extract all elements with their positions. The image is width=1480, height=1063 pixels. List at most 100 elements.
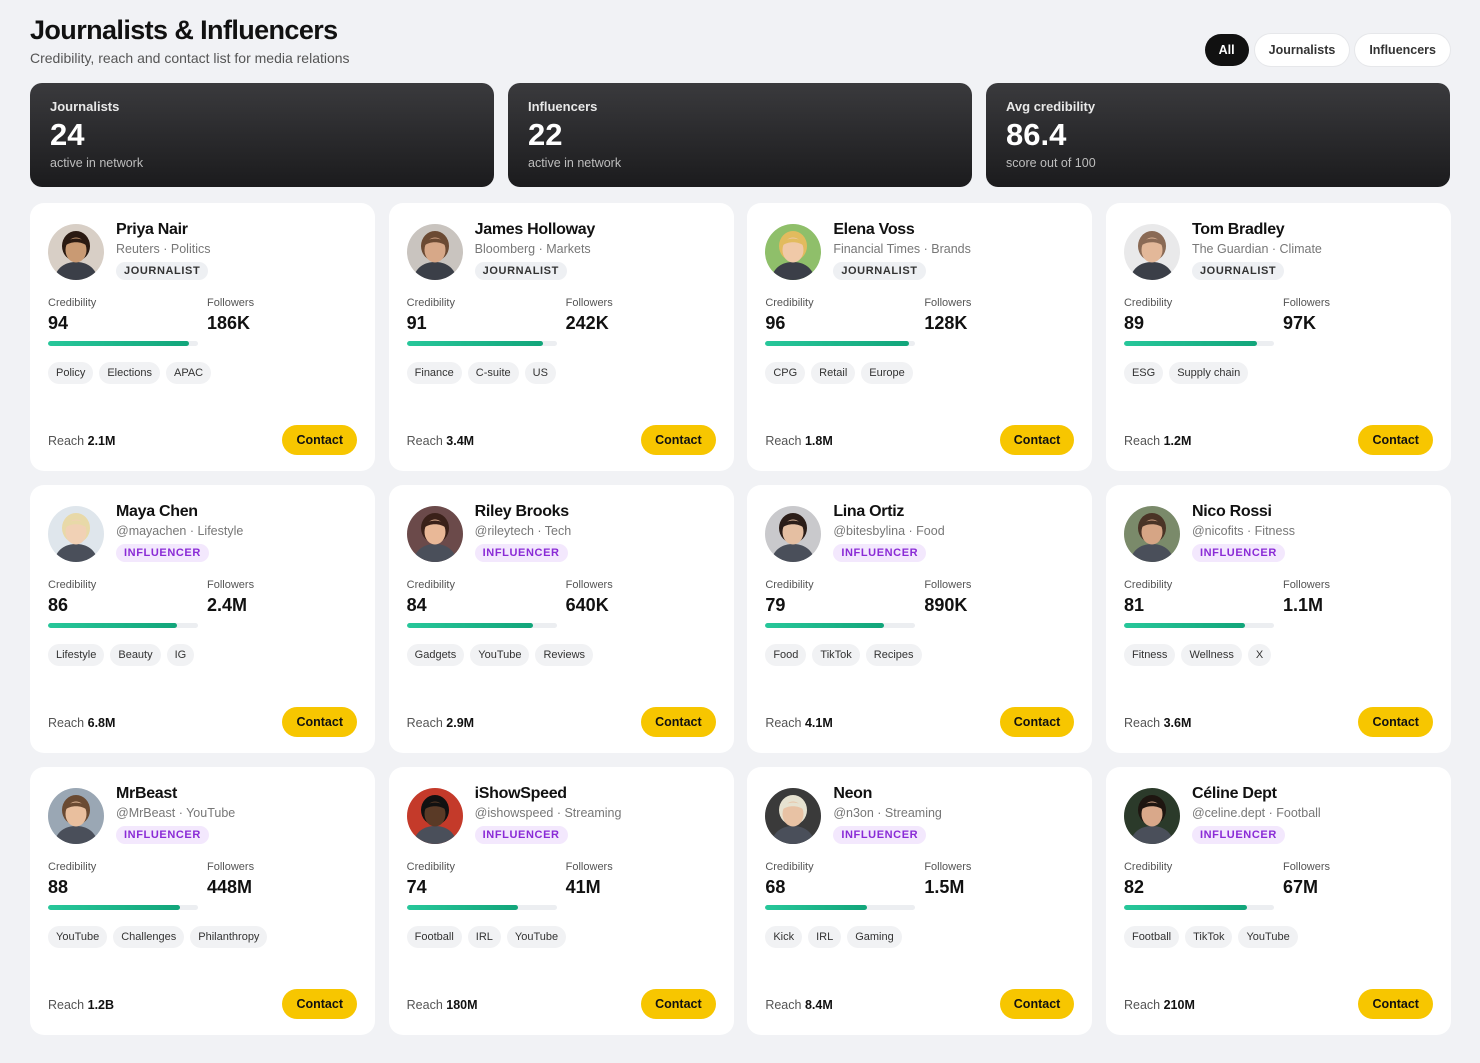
- followers-label: Followers: [565, 297, 613, 309]
- credibility-value: 68: [765, 877, 786, 897]
- filter-influencers[interactable]: Influencers: [1355, 34, 1450, 66]
- type-badge: INFLUENCER: [1191, 826, 1285, 844]
- credibility-label: Credibility: [765, 861, 814, 873]
- reach: Reach 1.2M: [1124, 434, 1191, 448]
- topic-tag: Europe: [861, 362, 913, 384]
- contact-name: Riley Brooks: [474, 503, 570, 520]
- avatar-portrait-icon: [48, 506, 104, 562]
- credibility-label: Credibility: [1123, 579, 1173, 591]
- topic-tag: Supply chain: [1169, 362, 1249, 384]
- contact-button[interactable]: Contact: [1358, 989, 1433, 1019]
- credibility-value: 74: [406, 877, 427, 897]
- followers-metric: Followers 97K: [1283, 297, 1330, 334]
- contact-button[interactable]: Contact: [1358, 707, 1433, 737]
- reach-value: 2.9M: [446, 716, 475, 730]
- topic-tag: Food: [765, 644, 807, 666]
- credibility-value: 84: [406, 595, 427, 615]
- stat-label: Influencers: [528, 99, 598, 114]
- contact-grid: Priya Nair Reuters · Politics JOURNALIST…: [30, 203, 1451, 1035]
- contact-info: Céline Dept @celine.dept · Football INFL…: [1191, 785, 1321, 844]
- topic-tag: Lifestyle: [48, 644, 105, 666]
- contact-button[interactable]: Contact: [1358, 425, 1433, 455]
- contact-button[interactable]: Contact: [282, 425, 357, 455]
- contact-button[interactable]: Contact: [641, 989, 716, 1019]
- contact-outlet: The Guardian · Climate: [1191, 242, 1322, 256]
- topic-tags: ESG Supply chain: [1123, 362, 1249, 384]
- reach: Reach 1.2B: [48, 998, 114, 1012]
- contact-button[interactable]: Contact: [999, 707, 1075, 737]
- filter-journalists[interactable]: Journalists: [1254, 34, 1350, 66]
- contact-card-0: Priya Nair Reuters · Politics JOURNALIST…: [30, 203, 375, 471]
- avatar-portrait-icon: [406, 224, 463, 280]
- topic-tag: IRL: [808, 926, 842, 948]
- credibility-bar-fill: [406, 623, 533, 628]
- topic-tags: Food TikTok Recipes: [765, 644, 922, 666]
- page-header: Journalists & Influencers Credibility, r…: [30, 14, 1450, 74]
- reach: Reach 1.8M: [765, 434, 832, 448]
- credibility-bar: [48, 623, 198, 628]
- credibility-bar-fill: [1123, 341, 1258, 346]
- followers-label: Followers: [1282, 297, 1331, 309]
- topic-tags: Kick IRL Gaming: [765, 926, 902, 948]
- topic-tag: Philanthropy: [190, 926, 268, 948]
- contact-button[interactable]: Contact: [999, 989, 1075, 1019]
- contact-outlet: Bloomberg · Markets: [474, 242, 591, 256]
- followers-metric: Followers 186K: [207, 297, 254, 334]
- reach-value: 8.4M: [804, 998, 833, 1012]
- contact-button[interactable]: Contact: [641, 425, 716, 455]
- contact-name: Céline Dept: [1191, 785, 1277, 802]
- avatar: [1123, 788, 1180, 844]
- reach-value: 180M: [446, 998, 478, 1012]
- reach: Reach 3.4M: [407, 434, 474, 448]
- topic-tag: YouTube: [506, 926, 567, 948]
- contact-outlet: @mayachen · Lifestyle: [116, 524, 244, 538]
- reach-value: 2.1M: [87, 434, 116, 448]
- followers-metric: Followers 1.5M: [924, 861, 971, 898]
- followers-value: 2.4M: [207, 595, 248, 615]
- avatar-portrait-icon: [765, 788, 822, 844]
- followers-metric: Followers 640K: [566, 579, 613, 616]
- followers-value: 1.5M: [924, 877, 965, 897]
- credibility-bar: [765, 623, 916, 628]
- contact-outlet: @bitesbylina · Food: [833, 524, 945, 538]
- topic-tag: YouTube: [470, 644, 530, 666]
- credibility-bar-fill: [48, 905, 180, 910]
- followers-label: Followers: [565, 579, 613, 591]
- credibility-bar: [1123, 623, 1274, 628]
- followers-label: Followers: [924, 579, 972, 591]
- filter-pills: All Journalists Influencers: [1204, 34, 1450, 66]
- type-badge: INFLUENCER: [474, 544, 568, 562]
- contact-card-2: Elena Voss Financial Times · Brands JOUR…: [747, 203, 1093, 471]
- topic-tag: Policy: [48, 362, 94, 384]
- credibility-metric: Credibility 82: [1124, 861, 1172, 898]
- avatar: [48, 224, 104, 280]
- avatar: [406, 788, 463, 844]
- stat-sub: active in network: [528, 156, 622, 170]
- avatar: [48, 506, 104, 562]
- contact-button[interactable]: Contact: [641, 707, 716, 737]
- credibility-label: Credibility: [48, 579, 97, 591]
- contact-name: Lina Ortiz: [833, 503, 905, 520]
- reach: Reach 2.1M: [48, 434, 115, 448]
- credibility-metric: Credibility 88: [48, 861, 96, 898]
- contact-button[interactable]: Contact: [282, 707, 357, 737]
- contact-card-10: Neon @n3on · Streaming INFLUENCER Credib…: [747, 767, 1093, 1035]
- filter-all[interactable]: All: [1204, 34, 1249, 66]
- reach-value: 3.4M: [446, 434, 475, 448]
- stat-sub: active in network: [50, 156, 144, 170]
- contact-button[interactable]: Contact: [282, 989, 357, 1019]
- contact-card-4: Maya Chen @mayachen · Lifestyle INFLUENC…: [30, 485, 375, 753]
- contact-button[interactable]: Contact: [999, 425, 1075, 455]
- credibility-value: 88: [48, 877, 69, 897]
- followers-label: Followers: [565, 861, 613, 873]
- topic-tags: Policy Elections APAC: [48, 362, 212, 384]
- topic-tag: APAC: [165, 362, 212, 384]
- avatar: [406, 506, 463, 562]
- topic-tags: Fitness Wellness X: [1123, 644, 1272, 666]
- topic-tag: Gadgets: [406, 644, 465, 666]
- credibility-value: 96: [765, 313, 786, 333]
- topic-tag: Football: [1123, 926, 1180, 948]
- credibility-value: 91: [406, 313, 427, 333]
- contact-outlet: @rileytech · Tech: [474, 524, 572, 538]
- avatar-portrait-icon: [1123, 788, 1180, 844]
